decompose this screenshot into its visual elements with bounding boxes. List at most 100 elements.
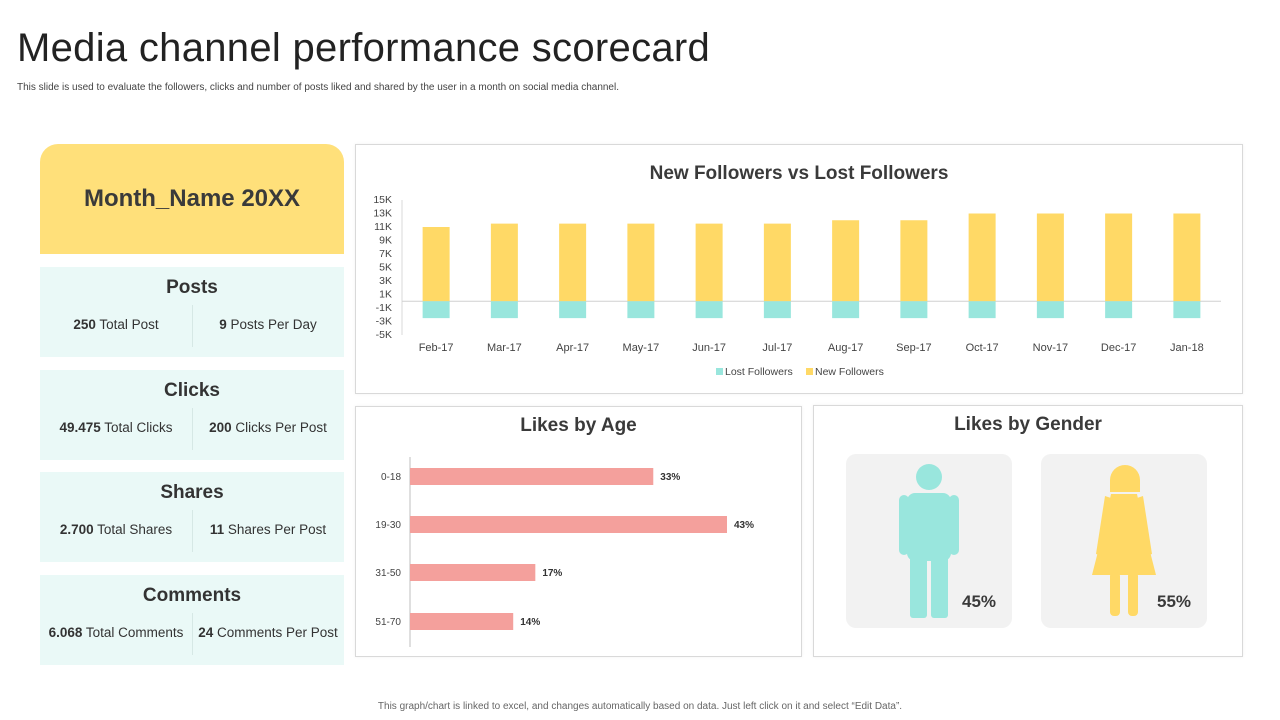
age-value-label: 14%	[520, 617, 540, 628]
metric-right: 200 Clicks Per Post	[192, 420, 344, 435]
bar-new-followers	[1105, 213, 1133, 302]
bar-new-followers	[832, 220, 860, 302]
month-label: Month_Name 20XX	[83, 185, 301, 212]
followers-chart-title: New Followers vs Lost Followers	[649, 163, 949, 184]
age-value-label: 43%	[734, 520, 754, 531]
metric-right-value: 200	[209, 420, 232, 435]
bar-lost-followers	[627, 301, 655, 319]
gender-chart-title: Likes by Gender	[954, 414, 1102, 435]
metric-left-label: Total Shares	[97, 522, 173, 537]
y-tick-label: 9K	[379, 235, 392, 247]
metric-left-value: 2.700	[59, 522, 94, 537]
bar-new-followers	[627, 223, 655, 302]
x-tick-label: Nov-17	[1033, 342, 1068, 354]
male-icon	[899, 464, 959, 618]
x-tick-label: Apr-17	[556, 342, 589, 354]
metric-left-value: 6.068	[48, 625, 83, 640]
bar-lost-followers	[1105, 301, 1133, 319]
metric-right: 24 Comments Per Post	[192, 625, 344, 640]
metric-card-shares: Shares 2.700 Total Shares 11 Shares Per …	[40, 472, 344, 562]
legend-label-new: New Followers	[815, 366, 884, 378]
x-tick-label: Jun-17	[692, 342, 726, 354]
age-category-label: 19-30	[375, 520, 401, 531]
y-tick-label: -3K	[376, 316, 392, 328]
metric-title: Comments	[142, 585, 242, 606]
metric-left-value: 250	[73, 317, 96, 332]
x-tick-label: Jan-18	[1170, 342, 1204, 354]
male-card: 45%	[846, 454, 1012, 628]
x-tick-label: Oct-17	[966, 342, 999, 354]
metric-right-value: 24	[198, 625, 214, 640]
legend-swatch-new	[806, 368, 813, 375]
x-tick-label: Mar-17	[487, 342, 522, 354]
metric-card-clicks: Clicks 49.475 Total Clicks 200 Clicks Pe…	[40, 370, 344, 460]
footnote: This graph/chart is linked to excel, and…	[377, 701, 903, 712]
female-percentage: 55%	[1157, 592, 1192, 611]
age-chart: 0-18 33% 19-30 43% 31-50 17% 51-70 14%	[375, 457, 754, 647]
bar-lost-followers	[900, 301, 928, 319]
metric-left-label: Total Clicks	[104, 420, 173, 435]
y-tick-label: 1K	[379, 289, 392, 301]
female-figure	[1092, 465, 1156, 616]
metric-left: 250 Total Post	[40, 317, 192, 332]
page-title: Media channel performance scorecard	[17, 26, 711, 70]
bar-lost-followers	[490, 301, 518, 319]
bar-lost-followers	[832, 301, 860, 319]
metric-right-value: 11	[209, 522, 225, 537]
metric-title: Shares	[160, 482, 224, 503]
metric-right: 9 Posts Per Day	[192, 317, 344, 332]
x-tick-label: Jul-17	[762, 342, 792, 354]
bar-lost-followers	[968, 301, 996, 319]
bar-lost-followers	[559, 301, 587, 319]
y-tick-label: -5K	[376, 329, 392, 341]
metric-divider	[192, 510, 193, 552]
bar-lost-followers	[1036, 301, 1064, 319]
metric-right-label: Posts Per Day	[230, 317, 317, 332]
y-tick-label: 7K	[379, 248, 392, 260]
bar-new-followers	[1036, 213, 1064, 302]
month-header: Month_Name 20XX	[40, 144, 344, 254]
metric-left-label: Total Post	[99, 317, 159, 332]
metric-left-value: 49.475	[59, 420, 101, 435]
bar-new-followers	[1173, 213, 1201, 302]
bar-new-followers	[422, 227, 450, 302]
metric-divider	[192, 305, 193, 347]
metric-card-posts: Posts 250 Total Post 9 Posts Per Day	[40, 267, 344, 357]
metric-left: 6.068 Total Comments	[40, 625, 192, 640]
x-tick-label: Feb-17	[419, 342, 454, 354]
bar-new-followers	[695, 223, 723, 302]
male-figure	[899, 464, 959, 618]
age-value-label: 33%	[660, 472, 680, 483]
metric-right-value: 9	[219, 317, 227, 332]
page-subtitle: This slide is used to evaluate the follo…	[17, 82, 619, 93]
metric-right: 11 Shares Per Post	[192, 522, 344, 537]
metric-divider	[192, 408, 193, 450]
metric-right-label: Clicks Per Post	[235, 420, 327, 435]
metric-right-label: Comments Per Post	[217, 625, 338, 640]
y-tick-label: 15K	[373, 194, 392, 206]
x-tick-label: Sep-17	[896, 342, 931, 354]
age-chart-panel: Likes by Age 0-18 33% 19-30 43% 31-50 17% 51-7…	[355, 406, 802, 657]
y-tick-label: 11K	[374, 221, 392, 233]
x-tick-label: Aug-17	[828, 342, 863, 354]
male-percentage: 45%	[962, 592, 997, 611]
age-category-label: 0-18	[381, 472, 401, 483]
age-value-label: 17%	[542, 568, 562, 579]
metric-left: 2.700 Total Shares	[40, 522, 192, 537]
metric-left-label: Total Comments	[85, 625, 184, 640]
metric-title: Posts	[166, 277, 218, 298]
metric-title: Clicks	[164, 380, 220, 401]
legend-label-lost: Lost Followers	[725, 366, 793, 378]
y-tick-label: 13K	[373, 208, 392, 220]
age-bar	[410, 516, 727, 533]
metric-divider	[192, 613, 193, 655]
metric-card-comments: Comments 6.068 Total Comments 24 Comment…	[40, 575, 344, 665]
legend-swatch-lost	[716, 368, 723, 375]
age-bar	[410, 613, 514, 630]
bar-lost-followers	[695, 301, 723, 319]
bar-new-followers	[763, 223, 791, 302]
y-tick-label: 3K	[379, 275, 392, 287]
bar-new-followers	[559, 223, 587, 302]
y-tick-label: -1K	[376, 302, 392, 314]
bar-lost-followers	[422, 301, 450, 319]
